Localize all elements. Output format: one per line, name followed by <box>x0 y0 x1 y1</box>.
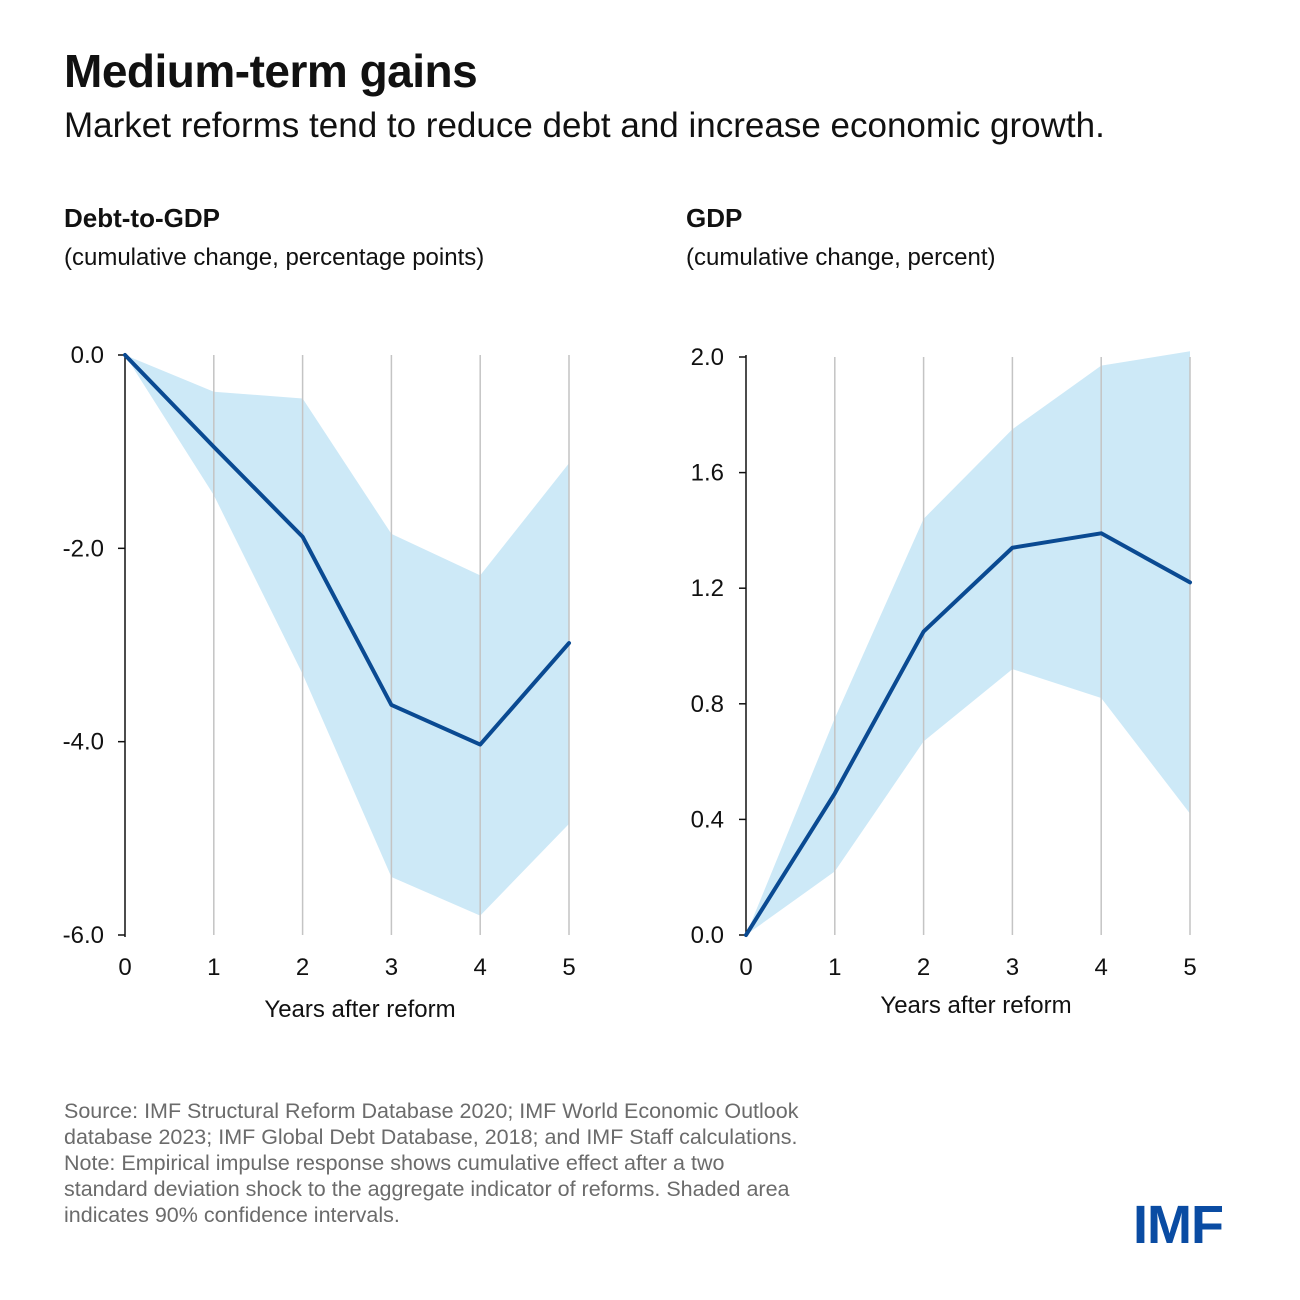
debt-x-tick-label: 0 <box>118 954 131 981</box>
debt-y-tick-label: -4.0 <box>63 729 104 756</box>
gdp-confidence-band <box>746 351 1190 936</box>
gdp-x-tick-label: 1 <box>828 954 841 981</box>
gdp-y-tick-label: 0.0 <box>691 922 724 949</box>
debt-x-tick-label: 3 <box>385 954 398 981</box>
note-line: Note: Empirical impulse response shows c… <box>64 1151 725 1175</box>
note-line: Source: IMF Structural Reform Database 2… <box>64 1099 799 1123</box>
gdp-panel-title: GDP <box>686 203 742 233</box>
page-title: Medium-term gains <box>64 45 478 97</box>
gdp-y-tick-label: 1.2 <box>691 575 724 602</box>
debt-x-tick-label: 1 <box>207 954 220 981</box>
note-line: indicates 90% confidence intervals. <box>64 1203 400 1227</box>
gdp-series-line <box>744 531 1192 937</box>
debt-x-tick-label: 2 <box>296 954 309 981</box>
gdp-y-tick-label: 0.4 <box>691 806 724 833</box>
debt-x-tick-label: 5 <box>562 954 575 981</box>
gdp-x-tick-label: 3 <box>1006 954 1019 981</box>
gdp-y-tick-label: 2.0 <box>691 344 724 371</box>
note-line: database 2023; IMF Global Debt Database,… <box>64 1125 798 1149</box>
debt-series-line <box>123 353 571 747</box>
gdp-x-tick-label: 2 <box>917 954 930 981</box>
gdp-x-axis-label: Years after reform <box>880 992 1071 1019</box>
gdp-x-tick-label: 5 <box>1183 954 1196 981</box>
gdp-panel-subtitle: (cumulative change, percent) <box>686 244 996 271</box>
debt-y-tick-label: -2.0 <box>63 535 104 562</box>
debt-panel-subtitle: (cumulative change, percentage points) <box>64 244 484 271</box>
gdp-x-tick-label: 4 <box>1095 954 1108 981</box>
source-notes: Source: IMF Structural Reform Database 2… <box>64 1098 1024 1228</box>
gdp-y-tick-label: 1.6 <box>691 460 724 487</box>
gdp-x-tick-label: 0 <box>739 954 752 981</box>
debt-confidence-band <box>125 355 569 916</box>
page-subtitle: Market reforms tend to reduce debt and i… <box>64 106 1105 145</box>
debt-y-tick-label: 0.0 <box>71 342 104 369</box>
imf-logo: IMF <box>1133 1195 1224 1255</box>
debt-x-axis-label: Years after reform <box>264 996 455 1023</box>
gdp-y-tick-label: 0.8 <box>691 691 724 718</box>
debt-x-tick-label: 4 <box>474 954 487 981</box>
debt-y-tick-label: -6.0 <box>63 922 104 949</box>
debt-panel-title: Debt-to-GDP <box>64 203 220 233</box>
note-line: standard deviation shock to the aggregat… <box>64 1177 790 1201</box>
